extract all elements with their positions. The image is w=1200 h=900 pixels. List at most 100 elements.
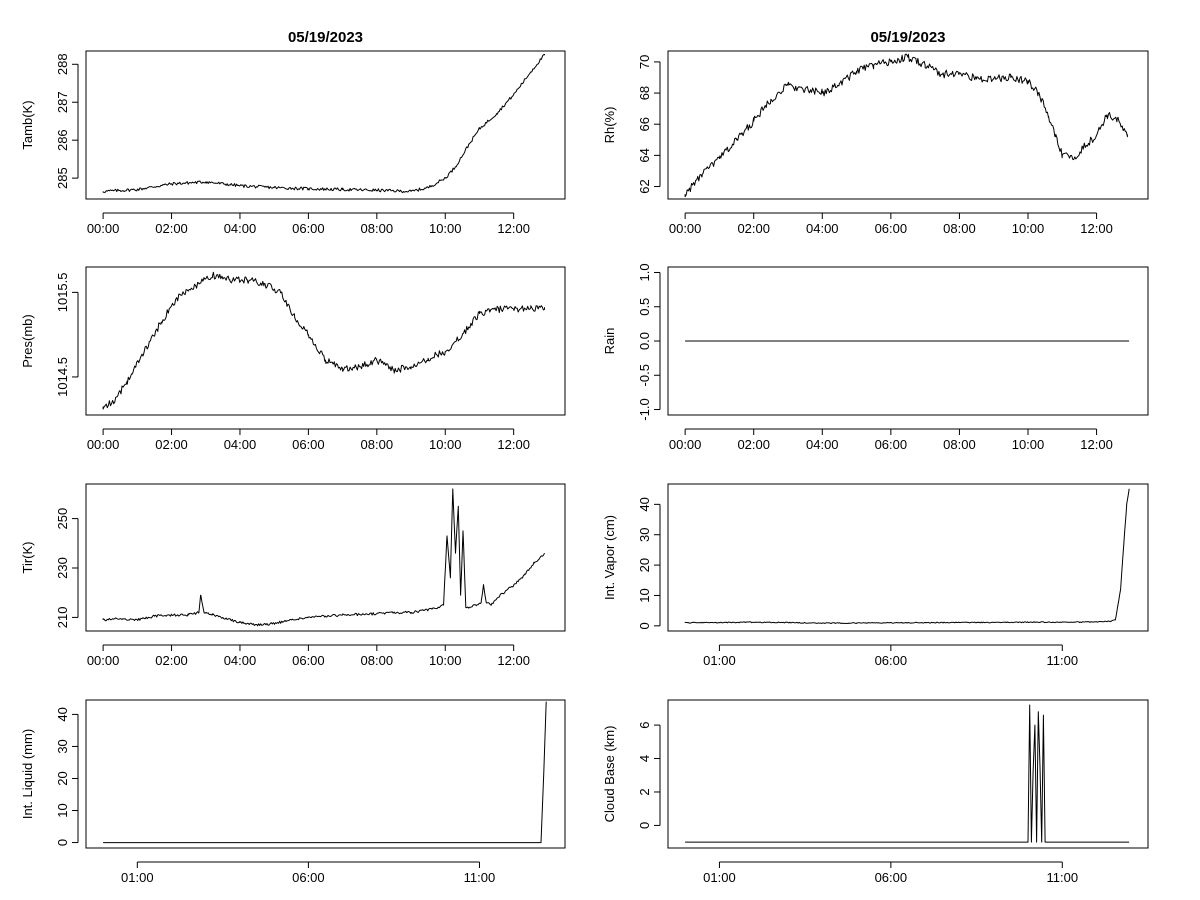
x-tick-label-liquid: 06:00 — [292, 870, 325, 885]
x-tick-label-rh: 04:00 — [806, 221, 839, 236]
panel-vapor: 01:00 06:00 11:00 0 10 20 30 40 Int. Vapor (cm) — [602, 483, 1149, 668]
plot-frame-pres — [85, 266, 566, 416]
y-tick-label-tamb: 288 — [55, 53, 70, 75]
y-tick-label-tamb: 285 — [55, 167, 70, 189]
y-tick-label-rain: -1.0 — [637, 398, 652, 420]
x-tick-label-tir: 08:00 — [361, 653, 394, 668]
y-tick-label-rh: 68 — [637, 86, 652, 100]
y-axis-label-rain: Rain — [602, 328, 617, 355]
x-tick-label-tamb: 00:00 — [87, 221, 120, 236]
x-tick-label-rh: 06:00 — [875, 221, 908, 236]
x-tick-label-rain: 04:00 — [806, 437, 839, 452]
y-tick-label-vapor: 40 — [637, 497, 652, 511]
x-tick-label-tamb: 02:00 — [155, 221, 188, 236]
y-tick-label-rain: 0.5 — [637, 298, 652, 316]
chart-title-rh: 05/19/2023 — [870, 29, 945, 46]
x-tick-label-vapor: 01:00 — [703, 653, 736, 668]
x-tick-label-tamb: 06:00 — [292, 221, 325, 236]
x-tick-label-rh: 02:00 — [737, 221, 770, 236]
x-tick-label-rain: 08:00 — [943, 437, 976, 452]
panel-tir: 00:00 02:00 04:00 06:00 08:00 10:00 12:00 210 23… — [20, 483, 566, 668]
y-axis-label-cloud: Cloud Base (km) — [602, 726, 617, 823]
x-tick-label-tir: 06:00 — [292, 653, 325, 668]
y-tick-label-liquid: 0 — [55, 839, 70, 846]
x-tick-label-rh: 00:00 — [669, 221, 702, 236]
x-tick-label-cloud: 06:00 — [875, 870, 908, 885]
plot-frame-rain — [667, 266, 1149, 416]
y-tick-label-pres: 1014.5 — [55, 357, 70, 397]
x-tick-label-rh: 08:00 — [943, 221, 976, 236]
x-tick-label-rh: 12:00 — [1080, 221, 1113, 236]
y-tick-label-cloud: 2 — [637, 788, 652, 795]
y-tick-label-rain: -0.5 — [637, 364, 652, 386]
x-tick-label-tamb: 10:00 — [429, 221, 462, 236]
y-axis-label-pres: Pres(mb) — [20, 314, 35, 367]
x-tick-label-rain: 00:00 — [669, 437, 702, 452]
y-tick-label-liquid: 40 — [55, 707, 70, 721]
y-tick-label-vapor: 20 — [637, 558, 652, 572]
y-axis-label-liquid: Int. Liquid (mm) — [20, 729, 35, 819]
x-tick-label-rain: 02:00 — [737, 437, 770, 452]
plot-frame-cloud — [667, 699, 1149, 849]
series-line-liquid — [103, 701, 547, 844]
y-tick-label-liquid: 20 — [55, 771, 70, 785]
plot-frame-tamb — [85, 50, 566, 200]
series-line-vapor — [684, 488, 1130, 624]
x-tick-label-tamb: 12:00 — [497, 221, 530, 236]
y-tick-label-cloud: 6 — [637, 721, 652, 728]
x-tick-label-tir: 02:00 — [155, 653, 188, 668]
x-tick-label-liquid: 01:00 — [121, 870, 154, 885]
y-tick-label-tir: 250 — [55, 508, 70, 530]
y-axis-label-tamb: Tamb(K) — [20, 100, 35, 149]
x-tick-label-pres: 08:00 — [361, 437, 394, 452]
y-tick-label-rain: 1.0 — [637, 263, 652, 281]
series-line-pres — [102, 271, 545, 410]
x-tick-label-pres: 12:00 — [497, 437, 530, 452]
y-tick-label-tamb: 286 — [55, 129, 70, 151]
series-line-rh — [684, 53, 1128, 198]
x-tick-label-rain: 12:00 — [1080, 437, 1113, 452]
y-axis-label-vapor: Int. Vapor (cm) — [602, 515, 617, 600]
x-tick-label-pres: 00:00 — [87, 437, 120, 452]
x-tick-label-rh: 10:00 — [1012, 221, 1045, 236]
y-tick-label-cloud: 4 — [637, 755, 652, 762]
x-tick-label-cloud: 11:00 — [1046, 870, 1078, 885]
panel-rain: 00:00 02:00 04:00 06:00 08:00 10:00 12:00 -1.0 -… — [602, 263, 1149, 452]
x-tick-label-rain: 10:00 — [1012, 437, 1045, 452]
x-tick-label-vapor: 11:00 — [1046, 653, 1078, 668]
y-tick-label-tamb: 287 — [55, 91, 70, 113]
x-tick-label-liquid: 11:00 — [464, 870, 496, 885]
x-tick-label-rain: 06:00 — [875, 437, 908, 452]
x-tick-label-tir: 12:00 — [497, 653, 530, 668]
plot-frame-rh — [667, 50, 1149, 200]
y-tick-label-rh: 64 — [637, 148, 652, 162]
y-axis-label-tir: Tir(K) — [20, 541, 35, 573]
y-tick-label-cloud: 0 — [637, 822, 652, 829]
x-tick-label-pres: 10:00 — [429, 437, 462, 452]
panel-liquid: 01:00 06:00 11:00 0 10 20 30 40 Int. Liquid (mm) — [20, 699, 566, 885]
y-tick-label-liquid: 10 — [55, 803, 70, 817]
x-tick-label-vapor: 06:00 — [875, 653, 908, 668]
y-axis-label-rh: Rh(%) — [602, 107, 617, 144]
series-line-cloud — [685, 704, 1130, 843]
plot-frame-tir — [85, 483, 566, 632]
panel-pres: 00:00 02:00 04:00 06:00 08:00 10:00 12:00 1014.… — [20, 266, 566, 452]
y-tick-label-rh: 62 — [637, 179, 652, 193]
y-tick-label-vapor: 10 — [637, 588, 652, 602]
y-tick-label-rh: 70 — [637, 55, 652, 69]
plot-frame-vapor — [667, 483, 1149, 632]
panel-rh: 05/19/2023 00:00 02:00 04:00 06:00 08:00 10:00… — [602, 29, 1149, 236]
y-tick-label-tir: 210 — [55, 607, 70, 629]
y-tick-label-rain: 0.0 — [637, 332, 652, 350]
y-tick-label-vapor: 30 — [637, 527, 652, 541]
y-tick-label-tir: 230 — [55, 557, 70, 579]
x-tick-label-tamb: 08:00 — [361, 221, 394, 236]
y-tick-label-pres: 1015.5 — [55, 272, 70, 312]
x-tick-label-tir: 04:00 — [224, 653, 257, 668]
y-tick-label-rh: 66 — [637, 117, 652, 131]
panel-cloud: 01:00 06:00 11:00 0 2 4 6 Cloud Base (km) — [602, 699, 1149, 885]
plot-frame-liquid — [85, 699, 566, 849]
x-tick-label-pres: 06:00 — [292, 437, 325, 452]
series-line-tir — [102, 488, 545, 627]
